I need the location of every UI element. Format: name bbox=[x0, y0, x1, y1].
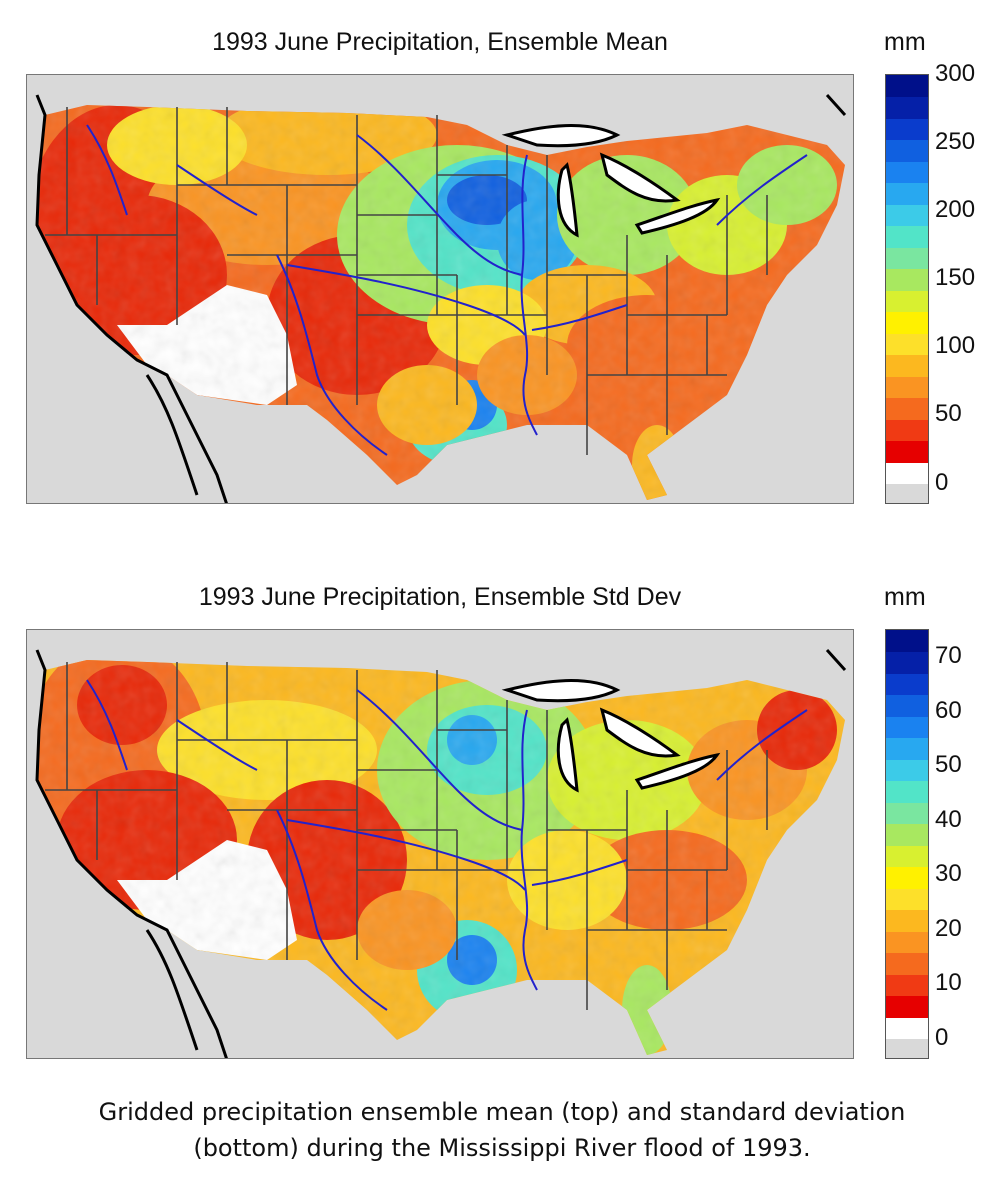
colorbar-band bbox=[886, 909, 928, 932]
colorbar-tick-label: 60 bbox=[935, 696, 962, 724]
colorbar-tick-label: 0 bbox=[935, 1023, 949, 1051]
colorbar-band bbox=[886, 974, 928, 996]
colorbar-band bbox=[886, 802, 928, 824]
colorbar-tick-label: 250 bbox=[935, 128, 976, 156]
map-stddev-svg bbox=[35, 648, 847, 1058]
colorbar-tick-label: 50 bbox=[935, 400, 962, 428]
colorbar-band bbox=[886, 866, 928, 889]
colorbar-band bbox=[886, 759, 928, 781]
colorbar-band bbox=[886, 75, 928, 97]
coastline-mean bbox=[35, 93, 847, 503]
figure-caption: Gridded precipitation ensemble mean (top… bbox=[0, 1094, 1004, 1166]
colorbar-band bbox=[886, 333, 928, 355]
colorbar-tick-label: 40 bbox=[935, 805, 962, 833]
colorbar-band bbox=[886, 995, 928, 1018]
colorbar-band bbox=[886, 96, 928, 119]
colorbar-band bbox=[886, 1017, 928, 1039]
colorbar-unit-stddev: mm bbox=[884, 583, 926, 611]
panel-title-stddev: 1993 June Precipitation, Ensemble Std De… bbox=[198, 583, 682, 611]
colorbar-band bbox=[886, 354, 928, 377]
colorbar-tick-label: 300 bbox=[935, 60, 976, 87]
colorbar-band bbox=[886, 823, 928, 846]
great-lakes-stddev bbox=[501, 679, 721, 793]
colorbar-band bbox=[886, 483, 928, 503]
colorbar-band bbox=[886, 462, 928, 484]
colorbar-mean bbox=[885, 74, 929, 504]
colorbar-band bbox=[886, 290, 928, 312]
colorbar-band bbox=[886, 118, 928, 140]
precip-field-stddev bbox=[37, 660, 845, 1055]
colorbar-band bbox=[886, 845, 928, 867]
colorbar-band bbox=[886, 419, 928, 441]
colorbar-band bbox=[886, 376, 928, 398]
map-mean-svg bbox=[35, 93, 847, 503]
colorbar-tick-label: 200 bbox=[935, 196, 976, 224]
colorbar-band bbox=[886, 673, 928, 695]
colorbar-tick-label: 10 bbox=[935, 969, 962, 997]
caption-line-2: (bottom) during the Mississippi River fl… bbox=[193, 1134, 811, 1162]
colorbar-tick-label: 100 bbox=[935, 332, 976, 360]
colorbar-band bbox=[886, 716, 928, 738]
map-ensemble-stddev bbox=[26, 629, 854, 1059]
colorbar-tick-label: 0 bbox=[935, 468, 949, 496]
colorbar-band bbox=[886, 397, 928, 420]
caption-line-1: Gridded precipitation ensemble mean (top… bbox=[98, 1098, 906, 1126]
great-lakes-mean bbox=[501, 124, 721, 238]
panel-title-mean: 1993 June Precipitation, Ensemble Mean bbox=[212, 28, 668, 56]
colorbar-tick-label: 70 bbox=[935, 642, 962, 670]
rivers-stddev bbox=[86, 679, 808, 1011]
colorbar-band bbox=[886, 440, 928, 463]
colorbar-band bbox=[886, 931, 928, 953]
colorbar-band bbox=[886, 952, 928, 975]
colorbar-band bbox=[886, 311, 928, 334]
colorbar-band bbox=[886, 1038, 928, 1058]
rivers-mean bbox=[86, 124, 808, 456]
colorbar-stddev bbox=[885, 629, 929, 1059]
map-ensemble-mean bbox=[26, 74, 854, 504]
colorbar-band bbox=[886, 225, 928, 248]
colorbar-band bbox=[886, 630, 928, 652]
coastline-stddev bbox=[35, 648, 847, 1058]
colorbar-tick-label: 20 bbox=[935, 914, 962, 942]
colorbar-band bbox=[886, 204, 928, 226]
colorbar-band bbox=[886, 737, 928, 760]
colorbar-band bbox=[886, 268, 928, 291]
colorbar-band bbox=[886, 780, 928, 803]
colorbar-band bbox=[886, 247, 928, 269]
colorbar-tick-label: 50 bbox=[935, 751, 962, 779]
colorbar-band bbox=[886, 651, 928, 674]
colorbar-tick-label: 30 bbox=[935, 860, 962, 888]
colorbar-band bbox=[886, 694, 928, 717]
colorbar-band bbox=[886, 161, 928, 183]
colorbar-band bbox=[886, 139, 928, 162]
colorbar-tick-label: 150 bbox=[935, 264, 976, 292]
colorbar-band bbox=[886, 888, 928, 910]
colorbar-unit-mean: mm bbox=[884, 28, 926, 56]
colorbar-band bbox=[886, 182, 928, 205]
precip-field-mean bbox=[37, 105, 845, 500]
